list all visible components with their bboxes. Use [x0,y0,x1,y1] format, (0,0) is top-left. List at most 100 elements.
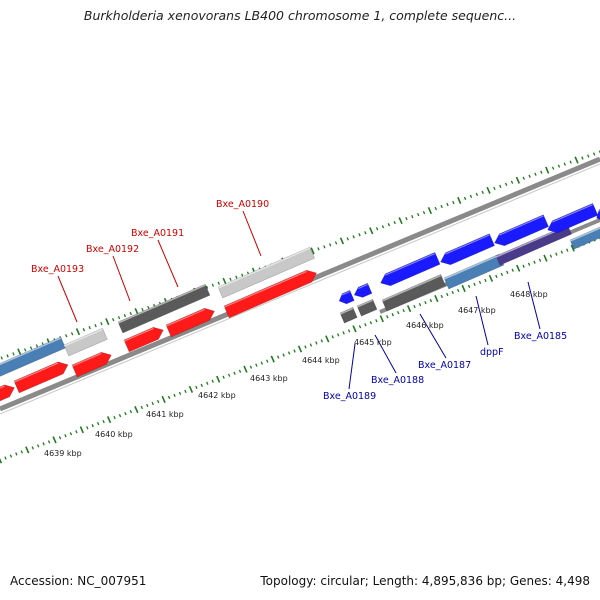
tick-mark [534,172,537,176]
tick-mark [405,216,408,221]
tick-mark [141,307,144,312]
tick-mark [222,277,227,285]
leader-line [242,210,262,257]
tick-mark [23,348,27,352]
tick-mark [287,351,291,355]
tick-mark [4,456,7,460]
tick-mark [106,416,112,424]
tick-mark [369,321,373,325]
tick-mark [581,156,584,160]
reverse-gene-arrow-highlight [358,283,368,290]
reverse-gene-arrow-highlight [552,203,593,223]
tick-mark [65,334,68,338]
tick-mark [592,152,596,156]
tick-mark [249,365,253,369]
tick-mark [297,345,303,353]
feature-block-highlight [569,227,600,242]
tick-mark [88,326,91,330]
gene-label-forward[interactable]: Bxe_A0191 [131,228,184,239]
tick-mark [0,457,3,464]
tick-mark [422,210,426,215]
leader-line [348,343,356,390]
tick-mark [538,258,542,262]
tick-mark [147,305,150,310]
feature-block[interactable] [217,246,315,299]
tick-mark [456,288,460,293]
tick-mark [35,344,39,348]
reverse-gene-arrow[interactable] [440,233,495,266]
tick-mark [211,379,214,383]
tick-mark [304,345,307,349]
gene-label-forward[interactable]: Bxe_A0192 [86,244,139,255]
feature-block-highlight [0,337,62,366]
tick-mark [364,231,367,235]
tick-mark [495,274,498,278]
leader-line [475,295,489,346]
tick-mark [222,375,225,379]
tick-mark [416,212,420,217]
tick-mark [446,292,449,297]
tick-mark [533,260,536,264]
tick-mark [124,411,127,416]
tick-mark [173,393,176,398]
forward-gene-arrow[interactable] [165,307,215,338]
tick-mark [58,436,62,440]
tick-mark [499,184,502,188]
tick-mark [457,196,462,204]
forward-gene-arrow-highlight [223,270,307,308]
forward-gene-arrow[interactable] [123,326,164,353]
tick-mark [506,270,509,274]
tick-mark [241,273,244,277]
tick-mark [493,186,496,190]
tick-mark [17,348,22,356]
reverse-gene-arrow[interactable] [547,202,599,234]
feature-block[interactable] [381,274,446,312]
forward-gene-arrow-highlight [71,352,102,367]
feature-block[interactable] [117,283,211,334]
reverse-gene-arrow[interactable] [353,282,373,298]
tick-mark [569,160,572,164]
gene-label-forward[interactable]: Bxe_A0193 [31,264,84,275]
reverse-gene-arrow[interactable] [596,206,600,221]
ruler-label: 4648 kbp [510,290,548,299]
reverse-gene-arrow[interactable] [494,214,549,247]
tick-mark [504,182,508,186]
reverse-gene-track [338,202,600,305]
tick-mark [522,264,525,268]
forward-gene-arrow[interactable] [13,361,69,394]
forward-gene-arrow[interactable] [0,384,15,404]
tick-mark [82,328,86,332]
tick-mark [488,274,494,282]
tick-mark [229,277,232,281]
tick-mark [570,244,575,252]
tick-mark [86,426,89,430]
leader-line [374,334,397,374]
feature-block[interactable] [569,224,600,250]
gene-label-reverse[interactable]: Bxe_A0187 [418,360,471,371]
feature-block[interactable] [495,224,572,266]
gene-label-reverse[interactable]: dppF [480,347,504,358]
gene-label-reverse[interactable]: Bxe_A0188 [371,375,424,386]
tick-mark [331,335,334,339]
reverse-gene-arrow[interactable] [380,251,441,287]
forward-gene-arrow[interactable] [71,351,112,378]
feature-block[interactable] [356,298,378,317]
reverse-gene-arrow-highlight [445,234,490,255]
tick-mark [47,440,51,444]
gene-label-forward[interactable]: Bxe_A0190 [216,199,269,210]
tick-mark [75,430,78,434]
reverse-gene-arrow[interactable] [338,290,355,305]
tick-mark [379,315,384,323]
forward-gene-arrow-highlight [13,362,59,383]
forward-gene-arrow[interactable] [223,269,317,319]
feature-block[interactable] [63,327,108,357]
tick-mark [227,373,231,377]
tick-mark [9,454,13,458]
gene-label-reverse[interactable]: Bxe_A0189 [323,391,376,402]
gene-label-reverse[interactable]: Bxe_A0185 [514,331,567,342]
tick-mark [434,206,437,211]
feature-block[interactable] [443,253,505,290]
forward-gene-arrow-highlight [165,308,205,327]
